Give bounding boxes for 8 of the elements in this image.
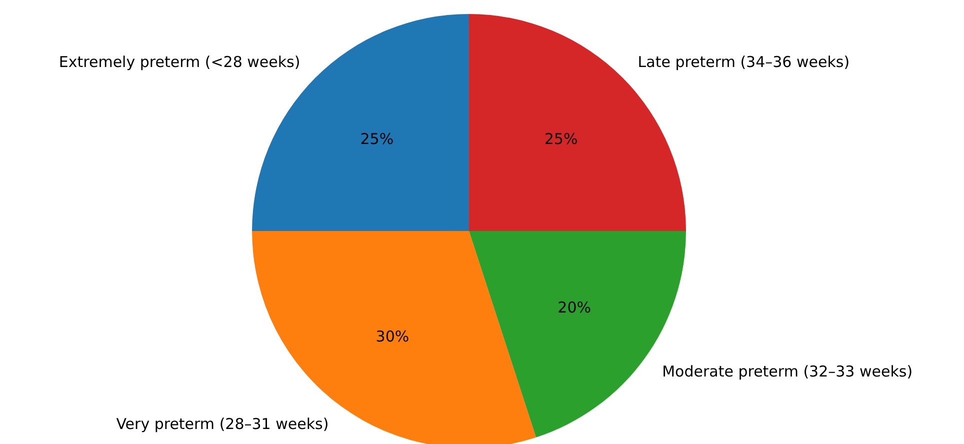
data-label: 20% [558,298,592,317]
data-label: 30% [376,327,410,346]
data-label: 25% [360,130,394,148]
slice-label: Moderate preterm (32–33 weeks) [662,362,913,380]
slice-label: Very preterm (28–31 weeks) [116,415,329,434]
slice-label: Extremely preterm (<28 weeks) [58,53,300,72]
data-label: 25% [544,130,578,148]
slice-label: Late preterm (34–36 weeks) [638,53,850,72]
